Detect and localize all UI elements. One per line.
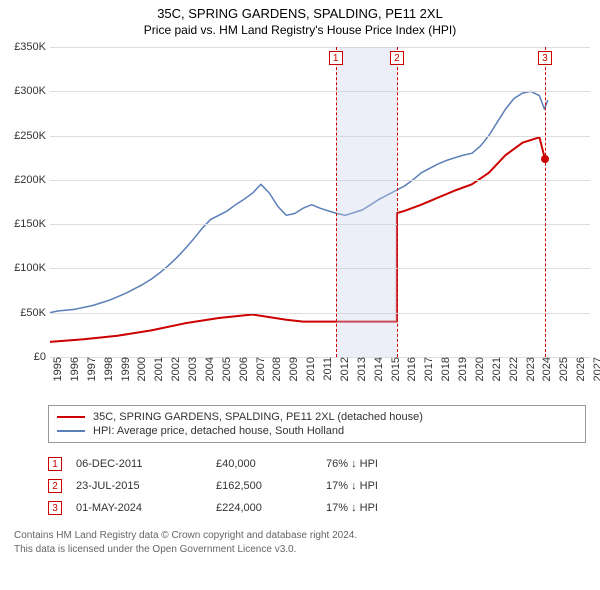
sale-row: 1 06-DEC-2011£40,00076% ↓ HPI	[48, 453, 586, 475]
x-axis-label: 2018	[438, 357, 452, 381]
gridline	[50, 313, 590, 314]
sale-row-marker: 1	[48, 457, 62, 471]
legend-swatch	[57, 430, 85, 432]
legend-item: HPI: Average price, detached house, Sout…	[57, 424, 577, 438]
sale-marker-line	[397, 47, 398, 357]
gridline	[50, 268, 590, 269]
y-axis-label: £0	[34, 351, 50, 363]
sale-delta: 17% ↓ HPI	[326, 480, 586, 492]
y-axis-label: £100K	[14, 262, 50, 274]
line-svg	[50, 47, 590, 357]
chart-area: £0£50K£100K£150K£200K£250K£300K£350K1995…	[10, 47, 590, 357]
sales-table: 1 06-DEC-2011£40,00076% ↓ HPI 2 23-JUL-2015…	[48, 453, 586, 519]
legend-label: 35C, SPRING GARDENS, SPALDING, PE11 2XL …	[93, 411, 423, 423]
x-axis-label: 2017	[421, 357, 435, 381]
sale-price: £40,000	[216, 458, 326, 470]
y-axis-label: £300K	[14, 85, 50, 97]
x-axis-label: 2005	[219, 357, 233, 381]
sale-marker-number: 3	[538, 51, 552, 65]
legend-label: HPI: Average price, detached house, Sout…	[93, 425, 344, 437]
x-axis-label: 1995	[50, 357, 64, 381]
sale-date: 06-DEC-2011	[76, 458, 216, 470]
x-axis-label: 2027	[590, 357, 600, 381]
x-axis-label: 2012	[337, 357, 351, 381]
y-axis-label: £150K	[14, 218, 50, 230]
x-axis-label: 2020	[472, 357, 486, 381]
attribution-line: This data is licensed under the Open Gov…	[14, 543, 586, 557]
chart-subtitle: Price paid vs. HM Land Registry's House …	[0, 23, 600, 37]
x-axis-label: 2004	[202, 357, 216, 381]
x-axis-label: 2025	[556, 357, 570, 381]
sale-delta: 17% ↓ HPI	[326, 502, 586, 514]
sale-row-marker: 3	[48, 501, 62, 515]
x-axis-label: 2011	[320, 357, 334, 381]
x-axis-label: 1998	[101, 357, 115, 381]
sale-date: 23-JUL-2015	[76, 480, 216, 492]
sale-price: £162,500	[216, 480, 326, 492]
sale-delta: 76% ↓ HPI	[326, 458, 586, 470]
x-axis-label: 2015	[388, 357, 402, 381]
y-axis-label: £50K	[20, 307, 50, 319]
y-axis-label: £250K	[14, 130, 50, 142]
gridline	[50, 47, 590, 48]
x-axis-label: 2016	[404, 357, 418, 381]
attribution-line: Contains HM Land Registry data © Crown c…	[14, 529, 586, 543]
x-axis-label: 2002	[168, 357, 182, 381]
sale-row: 2 23-JUL-2015£162,50017% ↓ HPI	[48, 475, 586, 497]
title-block: 35C, SPRING GARDENS, SPALDING, PE11 2XL …	[0, 0, 600, 39]
x-axis-label: 2000	[134, 357, 148, 381]
legend-swatch	[57, 416, 85, 418]
y-axis-label: £200K	[14, 174, 50, 186]
sale-marker-number: 1	[329, 51, 343, 65]
sale-price: £224,000	[216, 502, 326, 514]
chart-container: 35C, SPRING GARDENS, SPALDING, PE11 2XL …	[0, 0, 600, 556]
legend: 35C, SPRING GARDENS, SPALDING, PE11 2XL …	[48, 405, 586, 443]
chart-title: 35C, SPRING GARDENS, SPALDING, PE11 2XL	[0, 6, 600, 21]
ownership-band	[336, 47, 397, 357]
series-end-dot	[541, 155, 549, 163]
series-line	[50, 91, 548, 312]
y-axis-label: £350K	[14, 41, 50, 53]
sale-marker-number: 2	[390, 51, 404, 65]
gridline	[50, 136, 590, 137]
sale-marker-line	[336, 47, 337, 357]
x-axis-label: 2006	[236, 357, 250, 381]
legend-item: 35C, SPRING GARDENS, SPALDING, PE11 2XL …	[57, 410, 577, 424]
x-axis-label: 2010	[303, 357, 317, 381]
plot-area: £0£50K£100K£150K£200K£250K£300K£350K1995…	[50, 47, 590, 357]
x-axis-label: 2024	[539, 357, 553, 381]
gridline	[50, 180, 590, 181]
x-axis-label: 2008	[269, 357, 283, 381]
sale-row: 3 01-MAY-2024£224,00017% ↓ HPI	[48, 497, 586, 519]
x-axis-label: 2014	[371, 357, 385, 381]
x-axis-label: 2023	[523, 357, 537, 381]
x-axis-label: 2009	[286, 357, 300, 381]
x-axis-label: 2026	[573, 357, 587, 381]
gridline	[50, 224, 590, 225]
x-axis-label: 2007	[253, 357, 267, 381]
gridline	[50, 91, 590, 92]
sale-date: 01-MAY-2024	[76, 502, 216, 514]
x-axis-label: 1996	[67, 357, 81, 381]
x-axis-label: 2019	[455, 357, 469, 381]
x-axis-label: 2003	[185, 357, 199, 381]
x-axis-label: 2013	[354, 357, 368, 381]
x-axis-label: 1997	[84, 357, 98, 381]
x-axis-label: 2022	[506, 357, 520, 381]
sale-row-marker: 2	[48, 479, 62, 493]
series-line	[50, 137, 545, 342]
x-axis-label: 2021	[489, 357, 503, 381]
sale-marker-line	[545, 47, 546, 357]
attribution: Contains HM Land Registry data © Crown c…	[14, 529, 586, 556]
x-axis-label: 1999	[118, 357, 132, 381]
x-axis-label: 2001	[151, 357, 165, 381]
